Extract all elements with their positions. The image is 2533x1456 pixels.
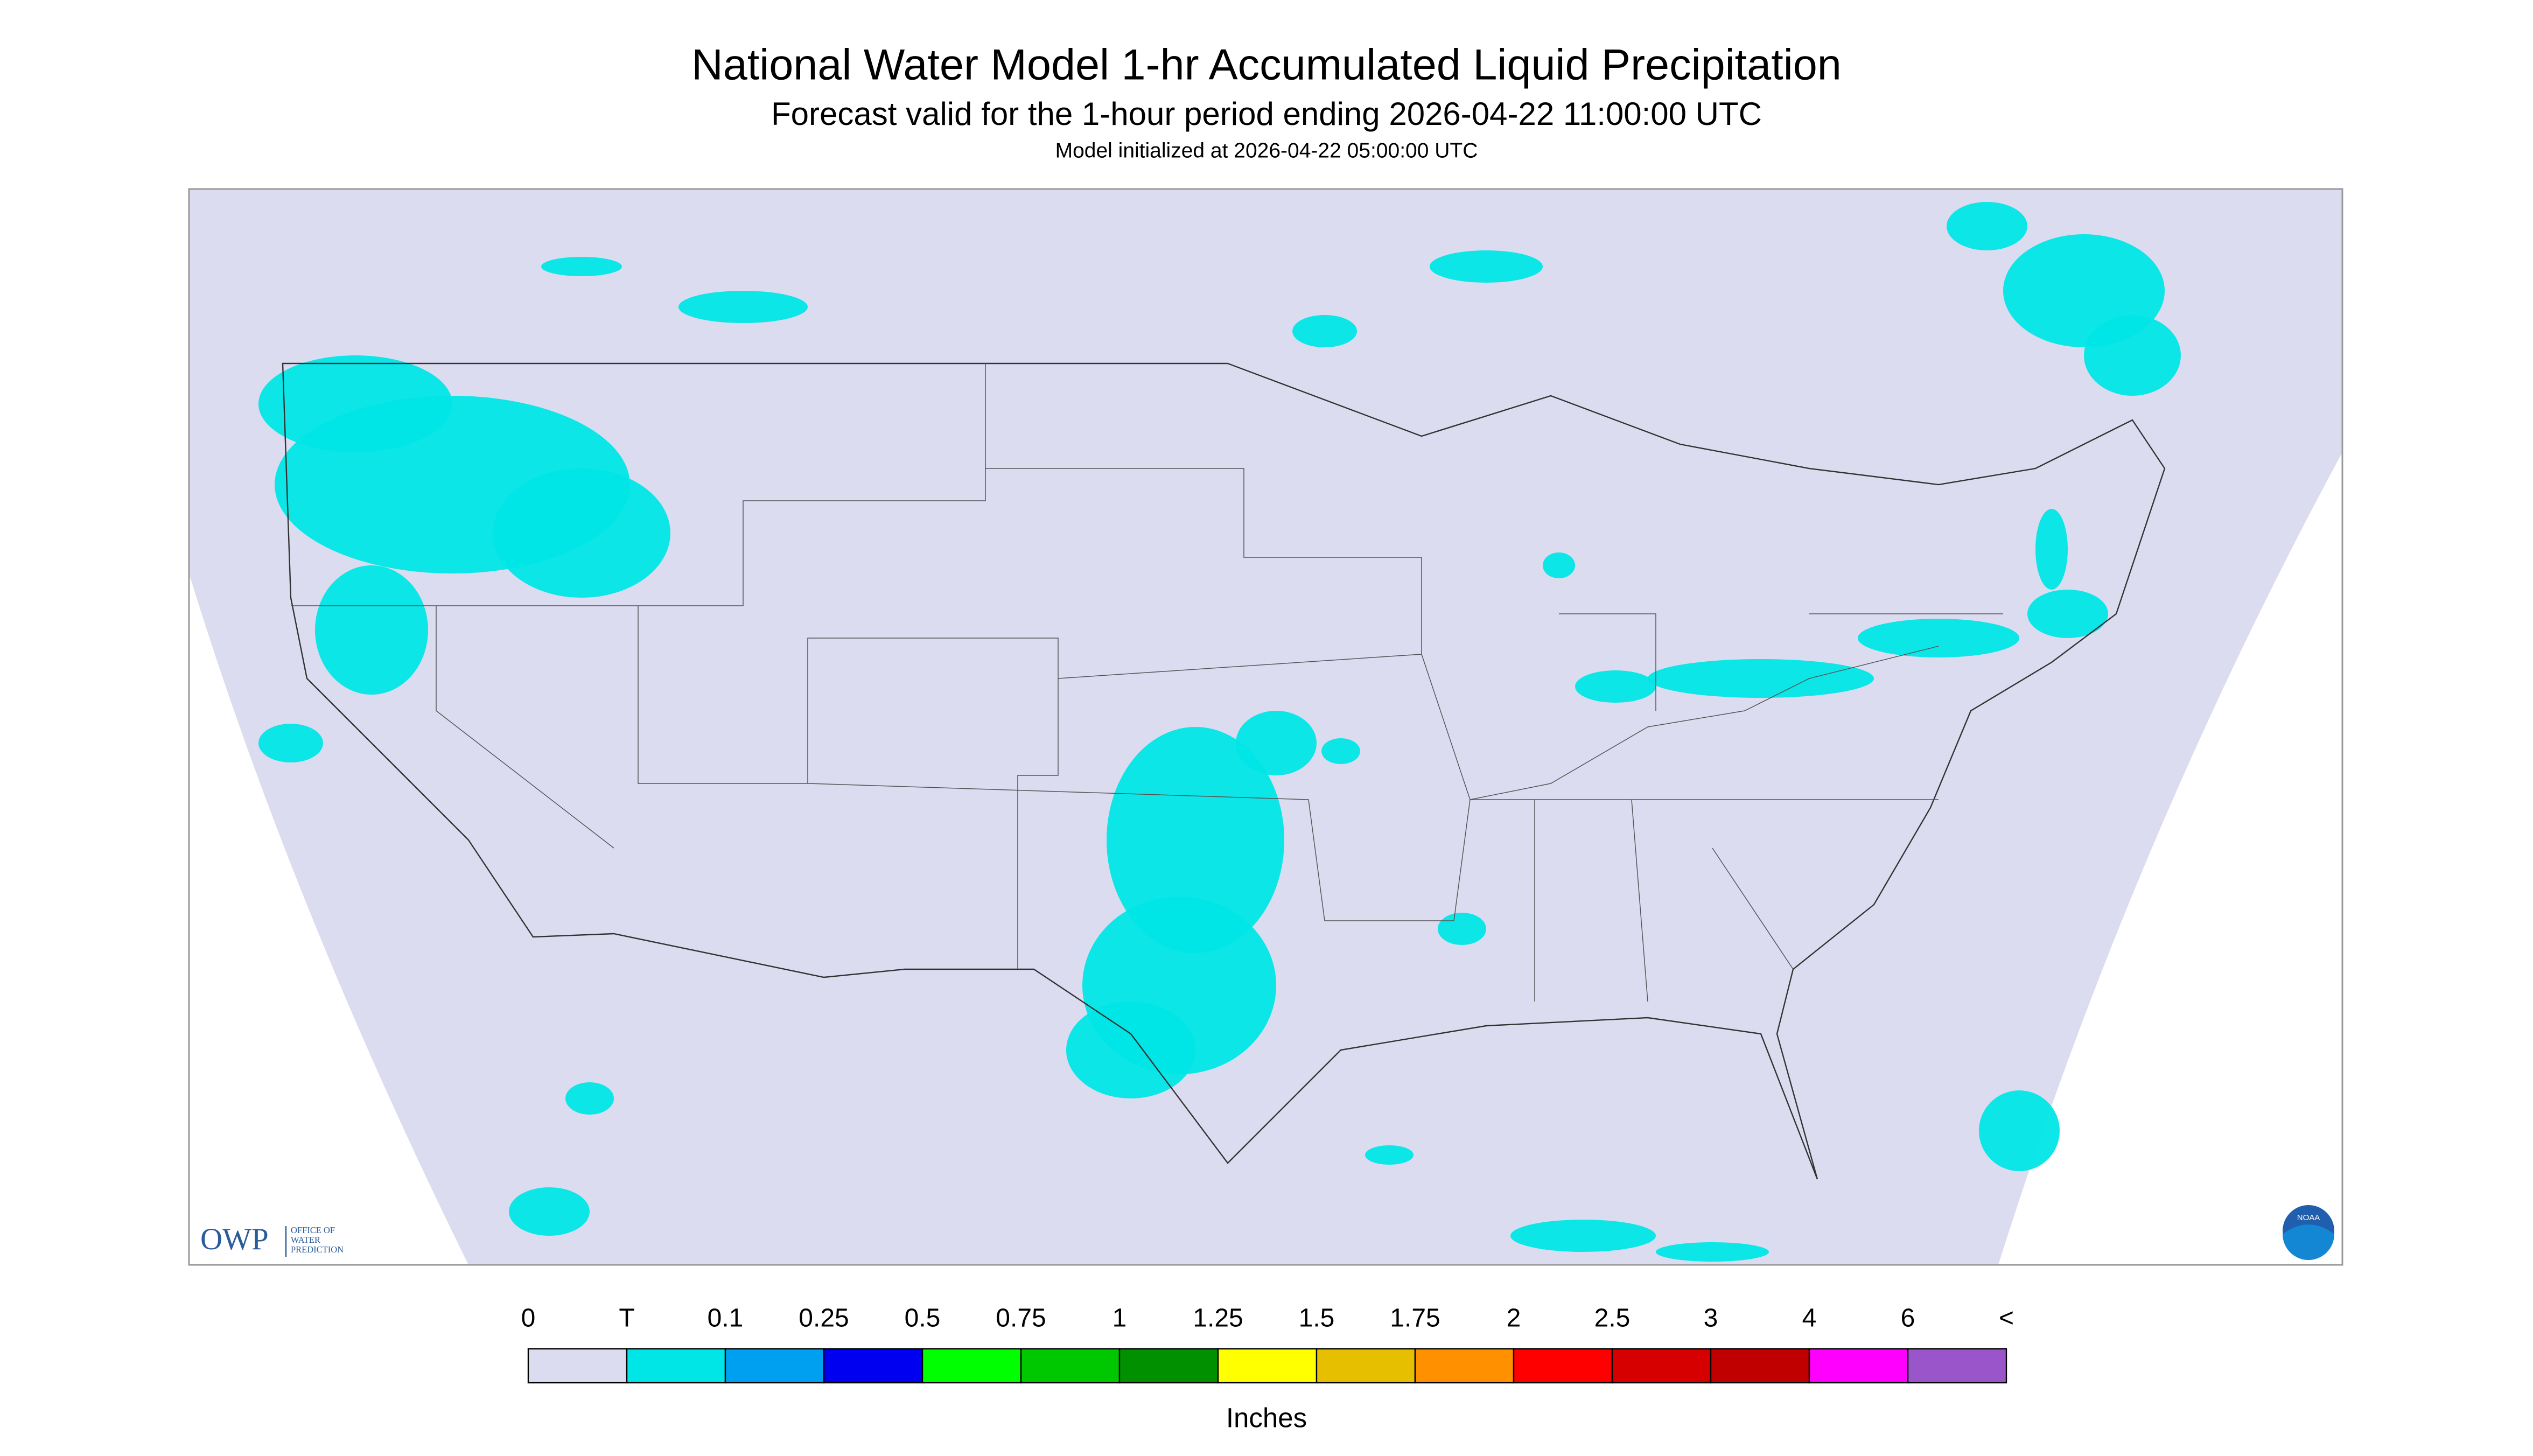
noaa-text: NOAA (2297, 1213, 2320, 1222)
legend-label: < (1999, 1304, 2014, 1333)
precip-area (1107, 727, 1284, 954)
legend-label: 6 (1901, 1304, 1915, 1333)
map-frame (188, 188, 2343, 1266)
legend-unit: Inches (1226, 1402, 1307, 1433)
precip-area (541, 257, 622, 277)
precip-area (258, 355, 452, 453)
precip-area (1321, 738, 1360, 765)
legend-label: T (619, 1304, 634, 1333)
init-time: Model initialized at 2026-04-22 05:00:00… (1055, 139, 1478, 162)
owp-logo: OWP (200, 1222, 269, 1256)
legend-swatch (527, 1348, 628, 1384)
precip-area (258, 724, 323, 763)
precip-area (1575, 670, 1656, 703)
legend-swatch (1611, 1348, 1712, 1384)
legend-label: 1.25 (1193, 1304, 1243, 1333)
legend-swatch (1020, 1348, 1121, 1384)
precip-area (1858, 619, 2019, 658)
precip-area (1648, 659, 1874, 698)
owp-text: OFFICE OF (291, 1225, 335, 1235)
precip-area (1236, 711, 1317, 776)
precip-area (1543, 552, 1575, 579)
precip-area (1656, 1242, 1769, 1262)
precip-area (315, 565, 428, 695)
legend-swatch (1316, 1348, 1416, 1384)
precip-area (2027, 590, 2108, 639)
legend-label: 1.75 (1390, 1304, 1440, 1333)
legend: 0 T 0.1 0.25 0.5 0.75 1 1.25 1.5 1.75 2 2.5 3 4 6 < (521, 1304, 2014, 1384)
state-lines (291, 363, 2003, 1002)
precip-areas (258, 202, 2181, 1262)
precip-area (1430, 250, 1543, 283)
legend-label: 0.25 (799, 1304, 849, 1333)
legend-label: 1.5 (1299, 1304, 1335, 1333)
legend-swatch (626, 1348, 726, 1384)
precip-area (2084, 315, 2181, 396)
legend-swatch (823, 1348, 923, 1384)
legend-swatch (1710, 1348, 1810, 1384)
precip-area (1292, 315, 1357, 348)
precip-area (1510, 1220, 1656, 1252)
legend-swatch (921, 1348, 1022, 1384)
precip-area (1947, 202, 2027, 251)
legend-swatch (1414, 1348, 1515, 1384)
precip-area (1438, 913, 1486, 946)
precip-area (565, 1082, 614, 1115)
precip-area (509, 1187, 590, 1236)
legend-label: 0.1 (708, 1304, 744, 1333)
noaa-wave (2283, 1224, 2334, 1261)
legend-label: 2.5 (1594, 1304, 1631, 1333)
map: OWP OFFICE OF WATER PREDICTION NOAA (188, 188, 2343, 1266)
owp-text: PREDICTION (291, 1244, 344, 1255)
precip-area (493, 468, 670, 598)
precip-area (2035, 509, 2068, 590)
precip-area (1979, 1090, 2060, 1172)
title: National Water Model 1-hr Accumulated Li… (691, 40, 1842, 89)
legend-label: 2 (1507, 1304, 1521, 1333)
legend-label: 0.75 (996, 1304, 1046, 1333)
legend-label: 0 (521, 1304, 536, 1333)
legend-swatch (724, 1348, 825, 1384)
precip-area (678, 291, 808, 324)
legend-swatch (1513, 1348, 1613, 1384)
legend-swatch (1907, 1348, 2007, 1384)
us-outline (282, 362, 2166, 1180)
legend-label: 3 (1704, 1304, 1718, 1333)
legend-swatch (1217, 1348, 1318, 1384)
legend-label: 4 (1802, 1304, 1817, 1333)
legend-swatch (1808, 1348, 1909, 1384)
precip-area (1066, 1002, 1195, 1099)
legend-label: 1 (1112, 1304, 1127, 1333)
precip-area (1365, 1145, 1414, 1165)
subtitle: Forecast valid for the 1-hour period end… (771, 96, 1762, 132)
legend-label: 0.5 (905, 1304, 941, 1333)
legend-swatch (1118, 1348, 1219, 1384)
owp-text: WATER (291, 1235, 320, 1245)
